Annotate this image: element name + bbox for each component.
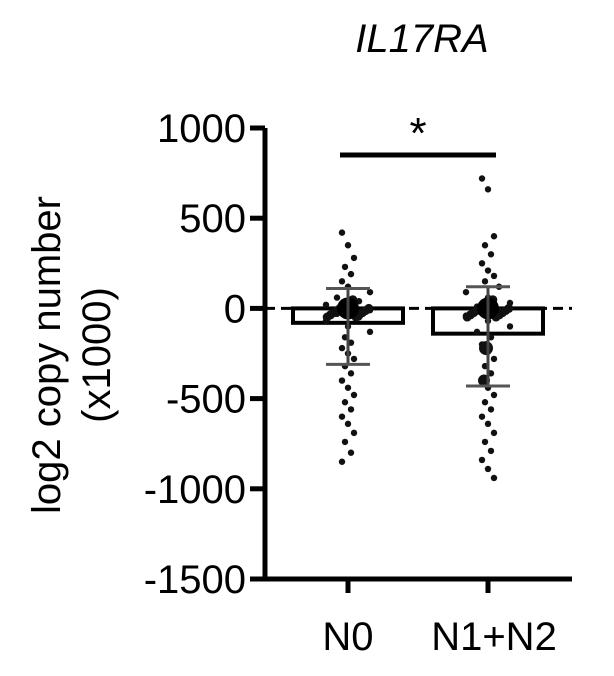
x-ticks: N0 N1+N2	[322, 579, 557, 659]
data-point	[338, 413, 346, 420]
data-point	[484, 267, 492, 274]
data-point	[338, 377, 346, 384]
significance: *	[340, 109, 496, 158]
data-point	[481, 242, 489, 249]
data-point	[347, 406, 355, 413]
data-point	[350, 254, 358, 262]
data-point	[487, 447, 495, 455]
data-point	[481, 399, 489, 406]
data-point	[462, 288, 470, 296]
y-tick-label: 1000	[157, 107, 246, 151]
chart-title: IL17RA	[355, 17, 488, 61]
data-point	[490, 429, 498, 437]
data-point	[487, 251, 495, 258]
data-point	[479, 341, 493, 356]
data-point	[338, 344, 346, 352]
data-point	[347, 449, 355, 456]
data-point	[487, 406, 495, 413]
data-point	[350, 429, 358, 437]
data-point	[347, 370, 355, 377]
data-point	[344, 420, 352, 428]
data-point	[338, 229, 346, 236]
data-point	[366, 328, 374, 336]
data-point	[322, 301, 330, 308]
data-point	[490, 391, 498, 399]
error-bars	[326, 285, 510, 388]
y-tick-label: -1500	[144, 558, 246, 602]
y-axis-label-line-2: (x1000)	[75, 287, 119, 423]
data-point	[478, 456, 486, 464]
data-point	[364, 303, 374, 313]
data-point	[484, 186, 492, 193]
data-point	[478, 260, 486, 267]
data-point	[341, 438, 349, 446]
y-ticks: -1500 -1000 -500 0 500 1000	[144, 107, 265, 602]
data-point	[350, 355, 358, 363]
y-tick-label: -500	[166, 378, 246, 422]
data-point	[333, 294, 341, 301]
x-tick-label: N1+N2	[431, 615, 557, 659]
data-point	[490, 355, 498, 363]
data-point	[484, 420, 492, 428]
significance-label: *	[409, 109, 426, 158]
data-point	[504, 303, 514, 313]
data-point	[490, 474, 498, 482]
data-point	[347, 270, 355, 278]
x-tick-label: N0	[322, 615, 373, 659]
data-point	[366, 288, 374, 296]
data-point	[350, 391, 358, 399]
data-point	[506, 323, 514, 330]
data-point	[341, 399, 349, 406]
data-point	[484, 465, 492, 473]
data-point	[338, 458, 346, 465]
data-point	[490, 272, 498, 280]
data-point	[344, 242, 352, 249]
data-point	[481, 438, 489, 446]
y-tick-label: -1000	[144, 468, 246, 512]
y-axis-label-line-1: log2 copy number	[25, 196, 69, 514]
data-point	[478, 175, 486, 182]
y-tick-label: 0	[224, 287, 246, 331]
data-point	[341, 263, 349, 271]
data-point	[481, 278, 489, 285]
data-point	[473, 328, 481, 336]
data-point	[478, 413, 486, 420]
data-point	[344, 384, 352, 391]
data-point	[338, 278, 346, 285]
y-tick-label: 500	[179, 197, 246, 241]
data-point	[490, 233, 498, 240]
